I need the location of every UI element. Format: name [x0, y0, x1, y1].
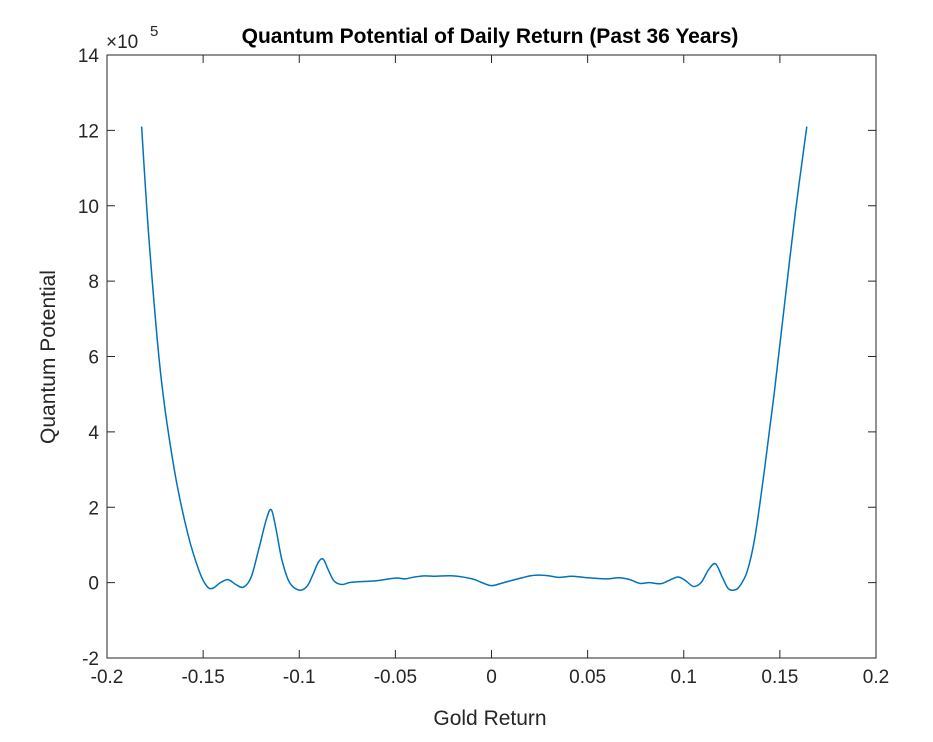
y-axis-ticks: -2 0 2 4 6 8 10 12 14: [78, 46, 876, 670]
y-tick-label: 2: [88, 498, 99, 519]
y-tick-label: 10: [78, 197, 99, 218]
x-tick-label: -0.15: [181, 667, 224, 688]
axes-box: [106, 54, 877, 659]
x-axis-ticks: -0.2 -0.15 -0.1 -0.05 0 0.05 0.1 0.15 0.2: [91, 55, 889, 688]
series-line-0: [140, 126, 808, 592]
x-tick-label: 0.1: [671, 667, 697, 688]
chart-title: Quantum Potential of Daily Return (Past …: [242, 25, 739, 48]
x-tick-label: 0.2: [863, 667, 889, 688]
y-tick-label: 8: [88, 272, 99, 293]
x-tick-label: -0.1: [283, 667, 316, 688]
y-tick-label: -2: [82, 649, 99, 670]
y-tick-label: 6: [88, 348, 99, 369]
x-tick-label: 0.15: [761, 667, 798, 688]
x-tick-label: -0.05: [374, 667, 417, 688]
x-axis-label: Gold Return: [433, 707, 546, 730]
y-tick-label: 14: [78, 46, 100, 67]
y-multiplier-label: ×10: [106, 32, 138, 53]
y-axis-label: Quantum Potential: [37, 270, 60, 444]
axes-frame: [106, 54, 877, 659]
x-tick-label: 0.05: [569, 667, 606, 688]
y-multiplier-exponent: 5: [150, 23, 158, 40]
y-tick-label: 4: [88, 423, 99, 444]
y-tick-label: 12: [78, 121, 99, 142]
x-tick-label: 0: [486, 667, 497, 688]
x-tick-label: -0.2: [91, 667, 124, 688]
y-tick-label: 0: [88, 574, 99, 595]
plot-area: [140, 126, 808, 592]
